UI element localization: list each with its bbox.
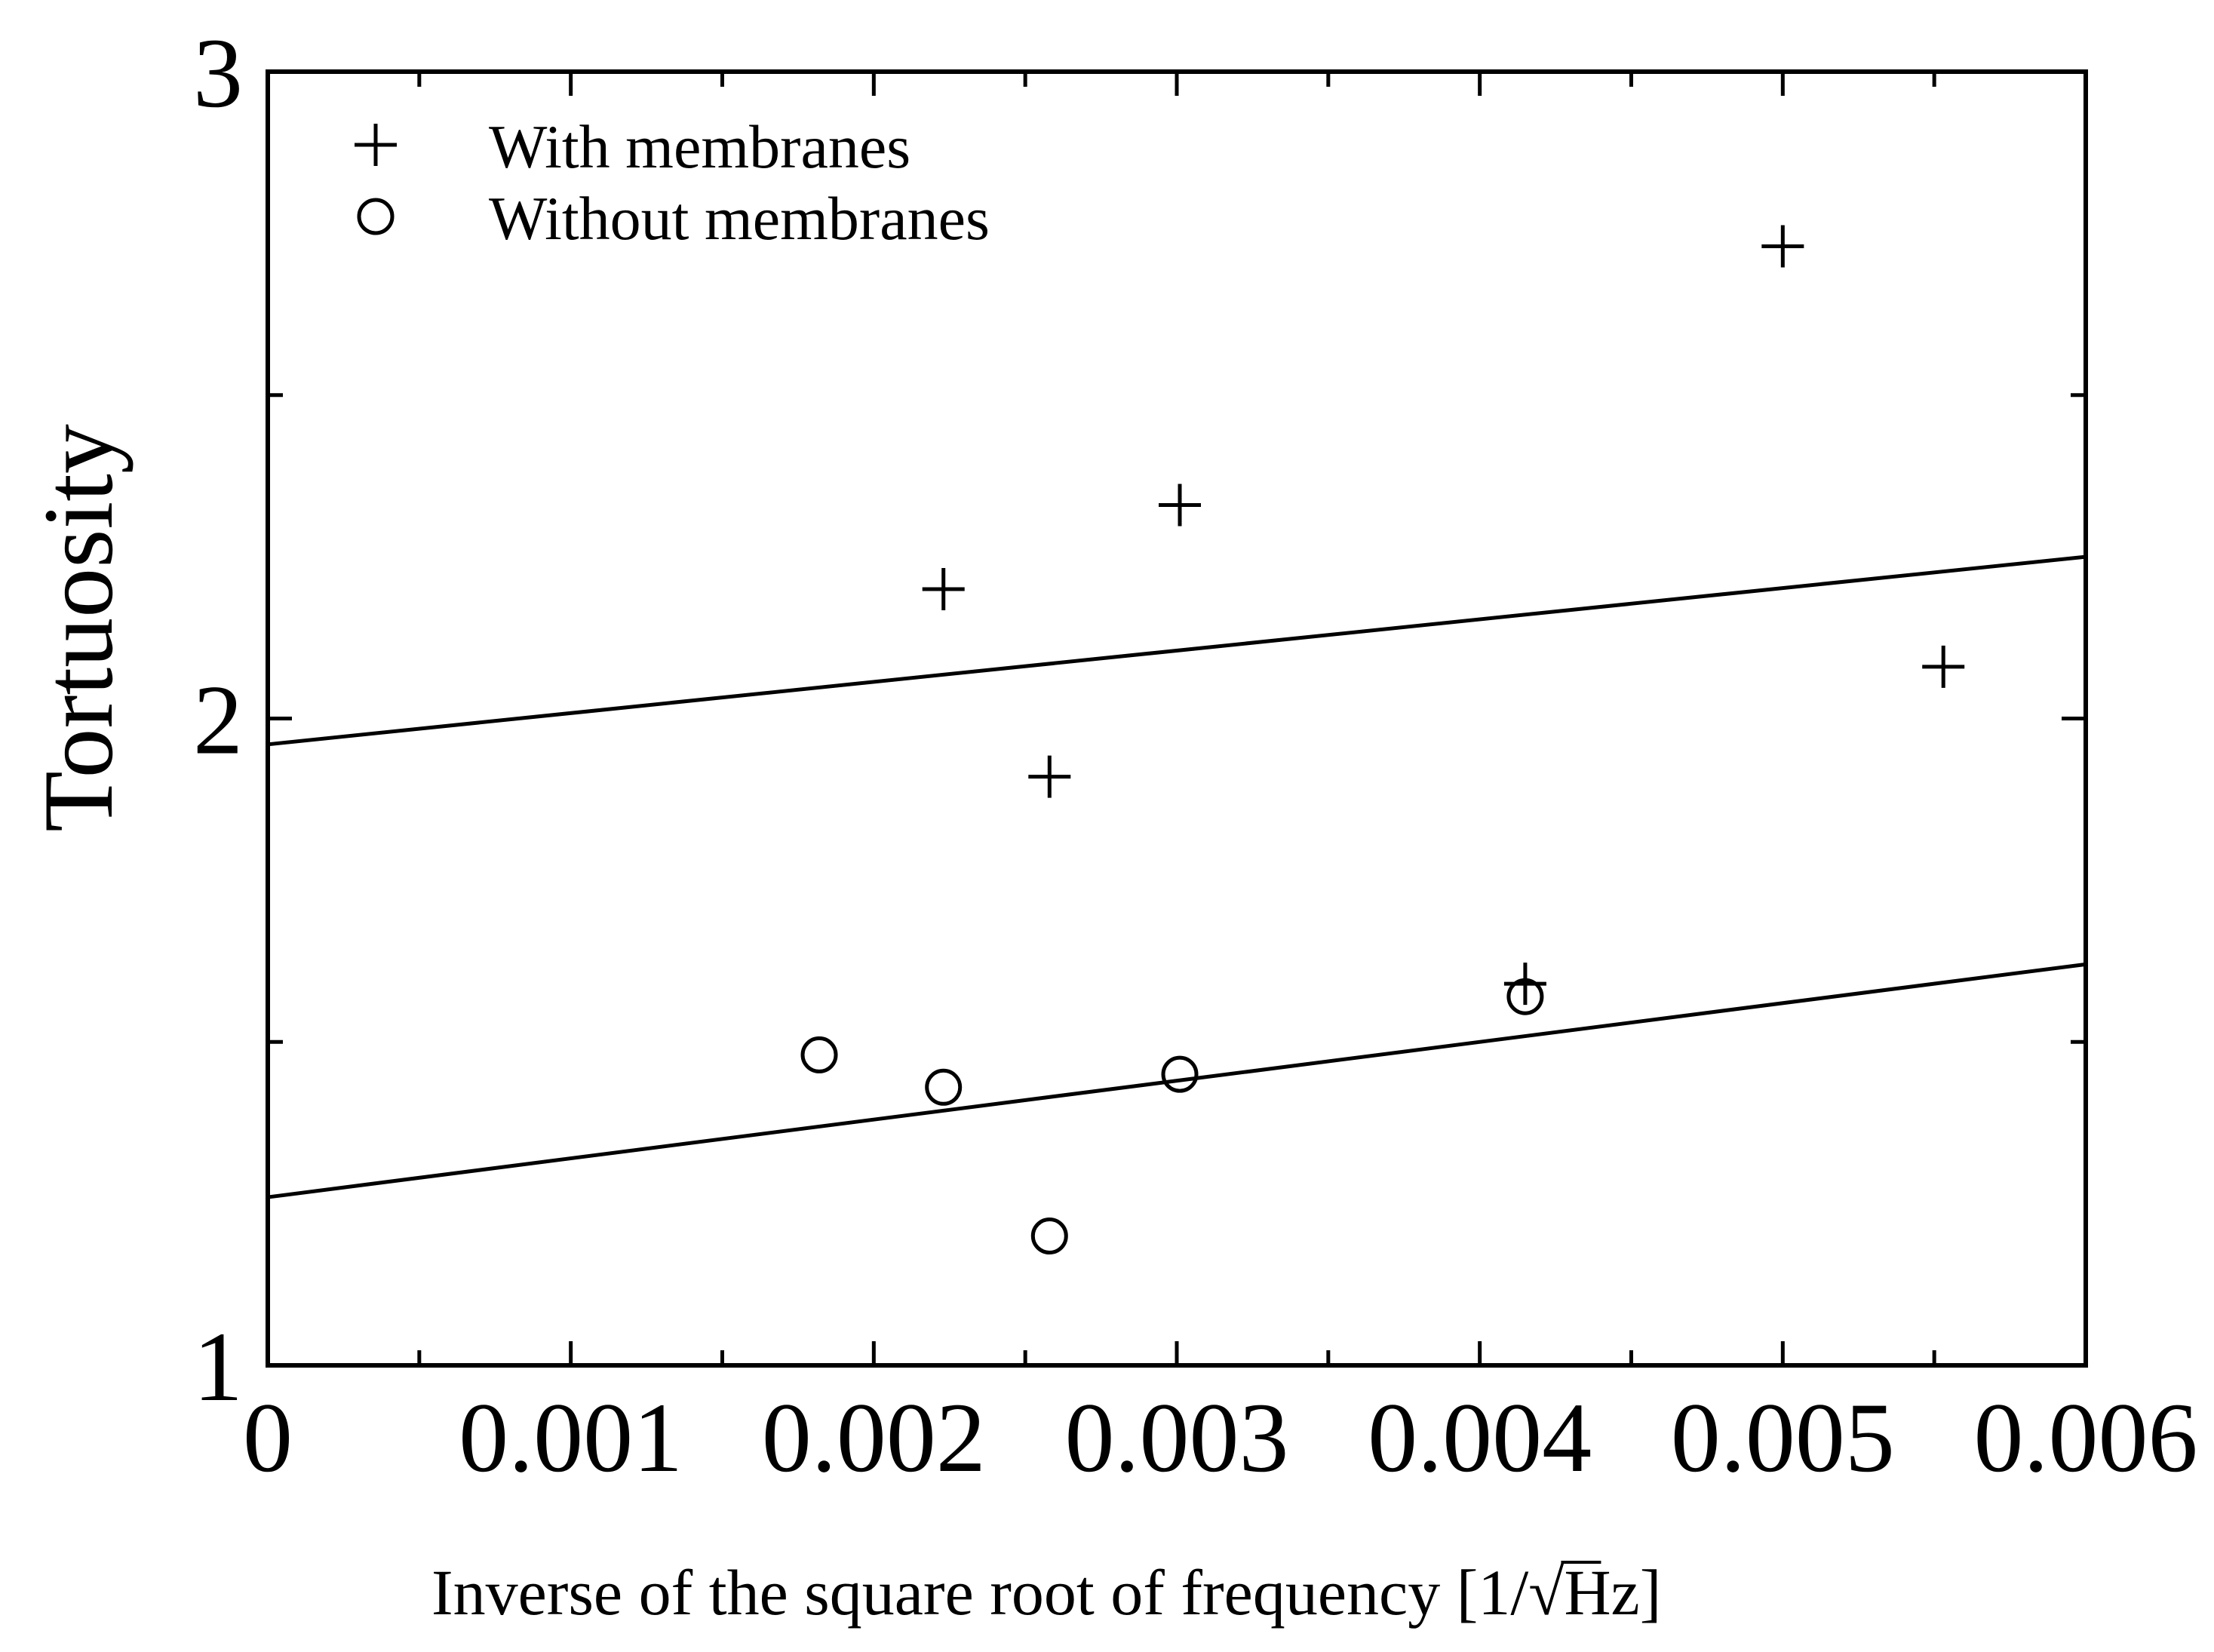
fit-line-series-1 bbox=[267, 962, 2087, 1199]
x-tick-label-2: 0.002 bbox=[762, 1382, 986, 1493]
plus-marker-s0-p5 bbox=[1922, 645, 1965, 688]
circle-marker-s1-p4 bbox=[1506, 978, 1544, 1015]
fit-lines bbox=[267, 554, 2087, 1199]
y-tick-label-0: 1 bbox=[193, 1311, 243, 1422]
fit-line-series-0 bbox=[267, 554, 2087, 747]
x-axis-title-radical: √ bbox=[1528, 1556, 1565, 1629]
x-axis-title-radicand: Hz] bbox=[1564, 1556, 1661, 1629]
x-tick-label-1: 0.001 bbox=[459, 1382, 683, 1493]
x-tick-label-6: 0.006 bbox=[1974, 1382, 2198, 1493]
x-axis-title: Inverse of the square root of frequency … bbox=[431, 1556, 1661, 1629]
legend-label-0: With membranes bbox=[489, 112, 910, 181]
x-tick-label-5: 0.005 bbox=[1671, 1382, 1895, 1493]
circle-marker-s1-p0 bbox=[800, 1036, 838, 1073]
x-axis-title-prefix: Inverse of the square root of frequency … bbox=[431, 1556, 1528, 1629]
legend-circle-marker-1 bbox=[357, 198, 395, 235]
circle-marker-s1-p2 bbox=[1030, 1218, 1068, 1254]
legend-label-1: Without membranes bbox=[489, 184, 990, 253]
plus-marker-s0-p2 bbox=[1159, 484, 1202, 527]
axis-tick-labels: 0 0.001 0.002 0.003 0.004 0.005 0.006 1 2 3 bbox=[193, 17, 2198, 1493]
plus-marker-s0-p4 bbox=[1761, 225, 1804, 268]
circle-marker-s1-p1 bbox=[925, 1068, 963, 1106]
plus-marker-s0-p3 bbox=[1503, 963, 1546, 1006]
plus-marker-s0-p0 bbox=[922, 568, 965, 610]
x-tick-label-0: 0 bbox=[243, 1382, 293, 1493]
y-tick-label-1: 2 bbox=[193, 665, 243, 775]
plus-marker-s0-p1 bbox=[1028, 755, 1071, 798]
y-axis-title: Tortuosity bbox=[23, 424, 134, 832]
legend-plus-marker-0 bbox=[355, 124, 397, 166]
x-tick-label-4: 0.004 bbox=[1368, 1382, 1592, 1493]
circle-marker-s1-p3 bbox=[1161, 1055, 1199, 1093]
x-tick-label-3: 0.003 bbox=[1065, 1382, 1289, 1493]
y-tick-label-2: 3 bbox=[193, 17, 243, 128]
data-markers bbox=[800, 225, 1965, 1254]
axis-ticks bbox=[266, 69, 2088, 1368]
